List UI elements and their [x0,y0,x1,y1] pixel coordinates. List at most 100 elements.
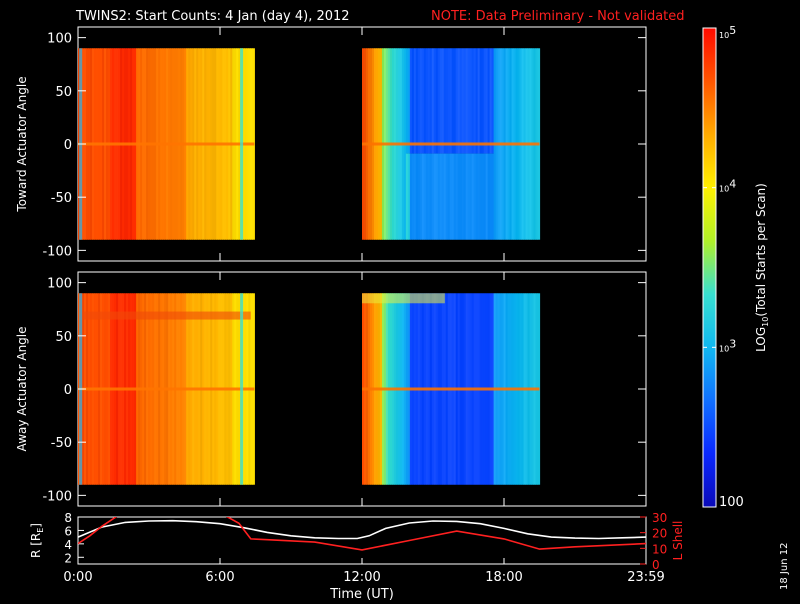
heatmap-cell [417,153,421,240]
heatmap-cell [455,48,459,154]
heatmap-cell [427,48,431,154]
heatmap-cell [409,153,413,240]
right-tick-label: 30 [652,511,667,525]
colorbar-tick-label: 104 [719,178,736,194]
heatmap-cell [489,153,493,240]
heatmap-cell [413,153,417,240]
heatmap-cell [457,48,461,154]
figure-title: TWINS2: Start Counts: 4 Jan (day 4), 201… [75,9,350,24]
heatmap-cell [413,48,417,154]
colorbar-label: LOG10(Total Starts per Scan) [754,183,770,352]
colorbar-tick-base: 10 [719,185,729,194]
right-tick-label: 10 [652,542,667,556]
heatmap-cell [429,153,433,240]
heatmap-cell [431,153,435,240]
x-tick-label: 0:00 [63,570,92,585]
heatmap-cell [459,153,463,240]
heatmap-cell [417,48,421,154]
heatmap-cell [453,153,457,240]
heatmap-cell [485,153,489,240]
heatmap-cell [487,48,491,154]
heatmap-cell [467,153,471,240]
heatmap-cell [491,48,495,154]
heatmap-cell [465,153,469,240]
colorbar-label-prefix: LOG [754,327,768,352]
heatmap-cell [405,153,409,240]
heatmap-cell [433,48,437,154]
heatmap-cell [421,153,425,240]
lshell-line [225,517,646,551]
heatmap-cell [477,153,481,240]
heatmap-cell [429,48,433,154]
colorbar-tick-exp: 5 [729,24,736,37]
radius-line [78,519,646,540]
heatmap-cell [439,48,443,154]
heatmap-cell [457,153,461,240]
heatmap-cell [461,48,465,154]
heatmap-cell [483,48,487,154]
heatmap-cell [415,48,419,154]
heatmap-cell [447,48,451,154]
heatmap-cell [435,48,439,154]
x-tick-label: 12:00 [343,570,380,585]
y-tick-label: 50 [55,85,72,100]
left-tick-label: 8 [64,511,72,525]
heatmap-cell [473,48,477,154]
heatmap-cell [407,48,411,154]
edge-band [82,311,251,320]
left-tick-label: 4 [64,538,72,552]
zero-angle-band [78,387,255,391]
heatmap-cell [461,153,465,240]
heatmap-cell [491,153,495,240]
x-tick-label: 18:00 [485,570,522,585]
heatmap-cell [471,48,475,154]
heatmap-cell [445,48,449,154]
heatmap-cell [411,153,415,240]
colorbar-label-sub: 10 [761,317,770,327]
heatmap-cell [449,48,453,154]
heatmap-cell [441,48,445,154]
colorbar-tick-exp: 4 [729,178,736,191]
orbit-series [78,517,646,551]
heatmap-cell [449,153,453,240]
right-tick-label: 20 [652,527,667,541]
colorbar-gradient [702,27,717,508]
y-tick-label: 50 [55,330,72,345]
heatmap-cell [433,153,437,240]
heatmap-cell [455,153,459,240]
heatmap-cell [411,48,415,154]
heatmap-cell [425,153,429,240]
y-tick-label: -100 [42,489,72,504]
heatmap-cell [451,153,455,240]
colorbar-tick-base: 100 [719,495,744,510]
heatmap-cell [467,48,471,154]
heatmap-cell [435,153,439,240]
colorbar-tick-label: 100 [719,495,744,510]
heatmap-cell [419,153,423,240]
heatmap-cell [487,153,491,240]
heatmap-cell [443,153,447,240]
heatmap-cell [407,153,411,240]
heatmap-cell [475,153,479,240]
right-tick-label: 0 [652,558,660,572]
edge-band [362,293,445,304]
x-tick-label: 6:00 [205,570,234,585]
heatmap-cell [445,153,449,240]
left-axis-label-main: R [R [29,533,43,558]
heatmap-cell [463,153,467,240]
heatmap-cell [447,153,451,240]
away-heatmap-panel: 100 50 0 -50 -100 Away Actuator Angle [15,271,647,507]
heatmap-cell [475,48,479,154]
zero-angle-band [78,142,255,146]
left-axis-label: R [RE] [29,523,45,558]
heatmap-cell [441,153,445,240]
heatmap-cell [479,48,483,154]
y-tick-label: 0 [64,138,72,153]
y-tick-label: 0 [64,383,72,398]
heatmap-cell [489,48,493,154]
heatmap-cell [419,48,423,154]
heatmap-cell [481,153,485,240]
